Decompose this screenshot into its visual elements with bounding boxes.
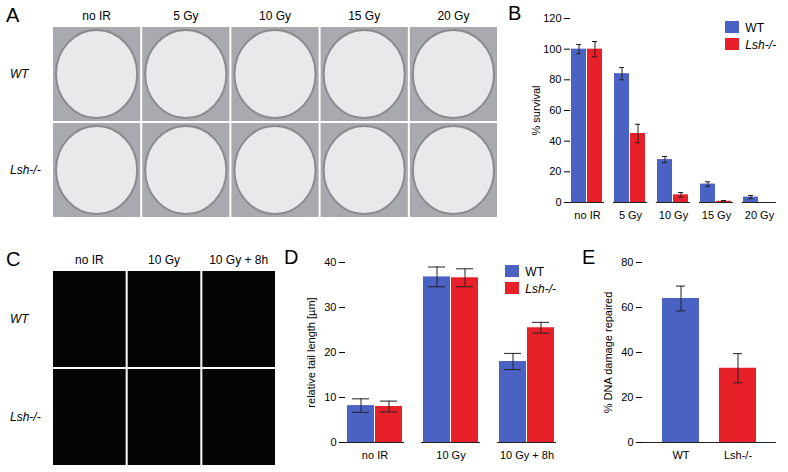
html-text:WT: WT: [525, 265, 544, 279]
svg-text:0: 0: [627, 436, 633, 448]
svg-text:0: 0: [330, 436, 336, 448]
html-text:Lsh-/-: Lsh-/-: [745, 38, 776, 52]
svg-text:60: 60: [549, 104, 561, 116]
svg-text:40: 40: [324, 256, 336, 268]
svg-text:% DNA damage repaired: % DNA damage repaired: [602, 292, 614, 414]
html-text:E: E: [582, 246, 596, 268]
svg-text:120: 120: [543, 12, 561, 24]
svg-text:% survival: % survival: [530, 85, 542, 135]
svg-text:relative tail length [µm]: relative tail length [µm]: [305, 297, 317, 407]
svg-text:20 Gy: 20 Gy: [437, 9, 469, 23]
svg-text:WT: WT: [672, 449, 689, 461]
svg-text:Lsh-/-: Lsh-/-: [724, 449, 752, 461]
svg-text:Lsh-/-: Lsh-/-: [10, 163, 41, 177]
svg-text:20: 20: [324, 346, 336, 358]
svg-text:10: 10: [324, 391, 336, 403]
svg-text:15 Gy: 15 Gy: [702, 209, 732, 221]
html-text:Lsh-/-: Lsh-/-: [525, 282, 556, 296]
svg-text:15 Gy: 15 Gy: [348, 9, 380, 23]
svg-text:Lsh-/-: Lsh-/-: [10, 410, 41, 424]
svg-text:0: 0: [555, 196, 561, 208]
svg-text:10 Gy + 8h: 10 Gy + 8h: [500, 449, 554, 461]
svg-text:80: 80: [549, 73, 561, 85]
html-text:A: A: [6, 4, 20, 26]
html-text:C: C: [6, 248, 21, 270]
html-text:WT: WT: [745, 21, 764, 35]
svg-text:no IR: no IR: [82, 9, 111, 23]
svg-text:10 Gy: 10 Gy: [659, 209, 689, 221]
svg-text:10 Gy: 10 Gy: [148, 253, 180, 267]
svg-text:40: 40: [549, 135, 561, 147]
svg-text:10 Gy: 10 Gy: [259, 9, 291, 23]
html-text:D: D: [284, 246, 299, 268]
svg-text:10 Gy + 8h: 10 Gy + 8h: [209, 253, 268, 267]
svg-text:WT: WT: [10, 312, 30, 326]
svg-text:no IR: no IR: [75, 253, 104, 267]
svg-text:20 Gy: 20 Gy: [745, 209, 775, 221]
svg-text:60: 60: [621, 301, 633, 313]
html-text:B: B: [508, 2, 522, 24]
svg-text:40: 40: [621, 346, 633, 358]
svg-text:5 Gy: 5 Gy: [619, 209, 643, 221]
svg-text:100: 100: [543, 43, 561, 55]
svg-text:30: 30: [324, 301, 336, 313]
svg-text:5 Gy: 5 Gy: [173, 9, 198, 23]
svg-text:10 Gy: 10 Gy: [436, 449, 466, 461]
svg-text:20: 20: [549, 165, 561, 177]
svg-text:no IR: no IR: [574, 209, 600, 221]
svg-text:no IR: no IR: [362, 449, 388, 461]
svg-text:20: 20: [621, 391, 633, 403]
svg-text:80: 80: [621, 256, 633, 268]
svg-text:WT: WT: [10, 67, 30, 81]
